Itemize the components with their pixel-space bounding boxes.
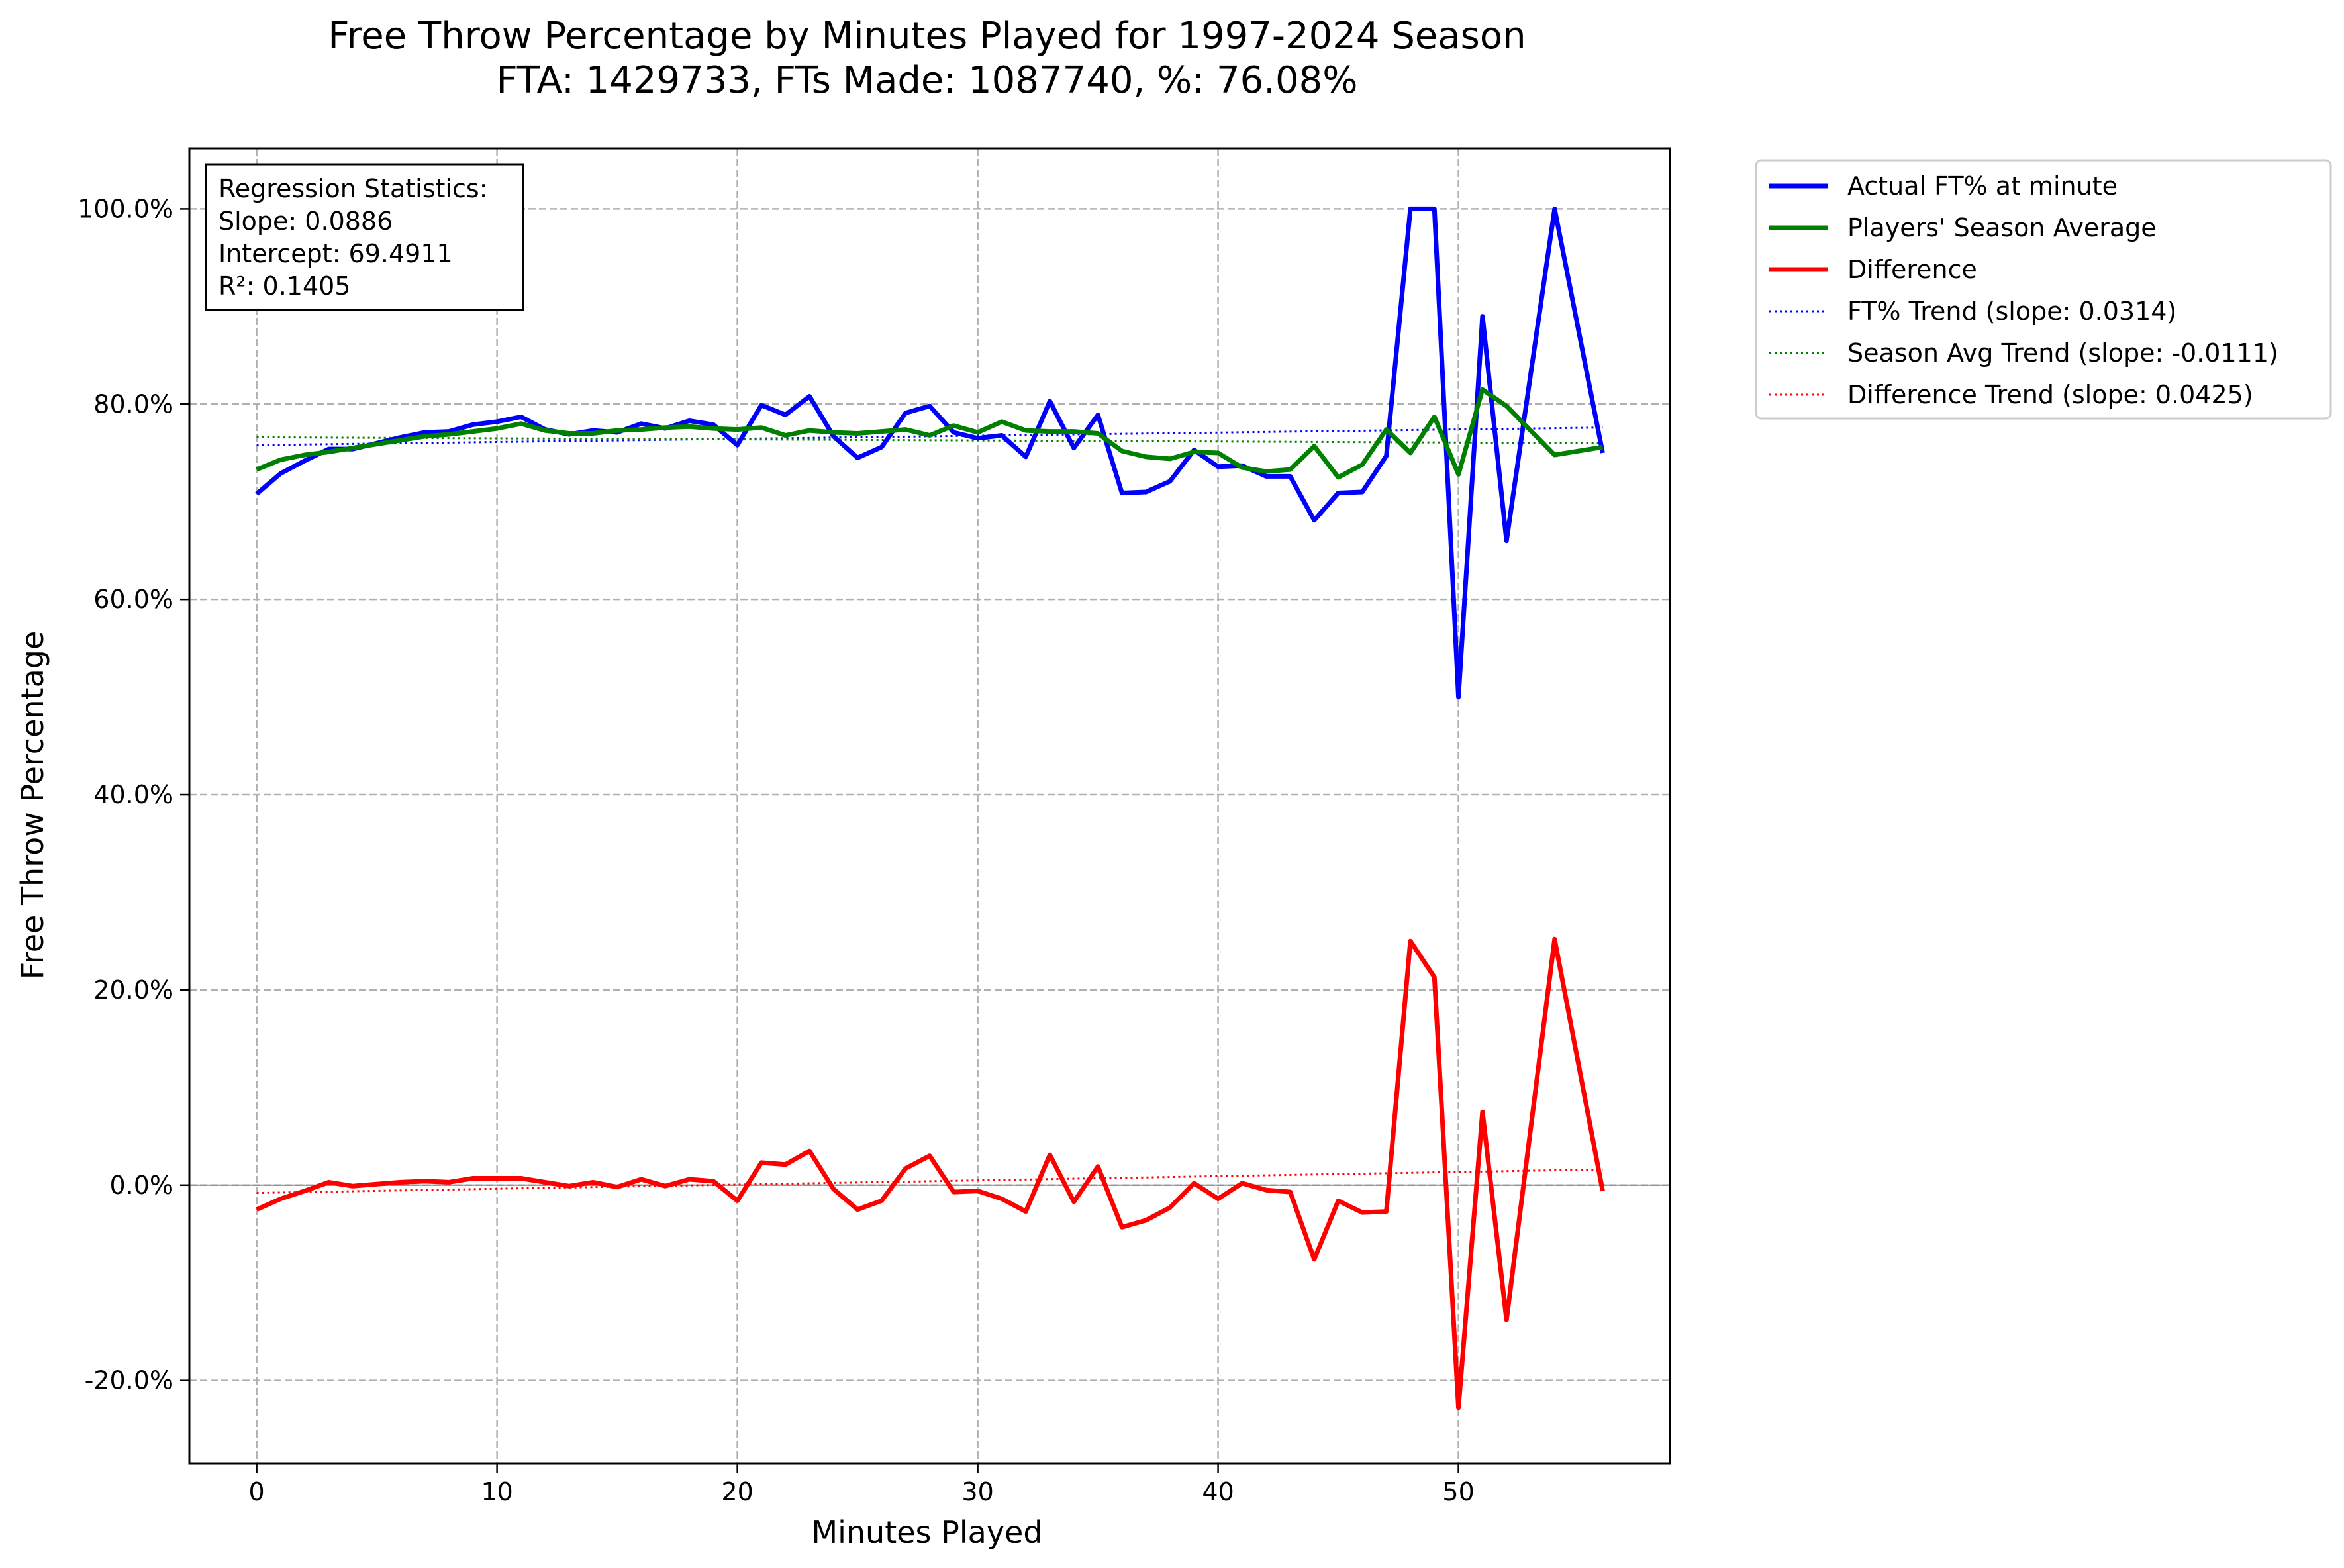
legend-frame <box>1755 159 2332 420</box>
y-tick-label: 20.0% <box>93 975 173 1004</box>
y-tick-label: 60.0% <box>93 585 173 614</box>
plot-frame <box>188 147 1671 1465</box>
x-axis-label: Minutes Played <box>811 1514 1042 1550</box>
legend-label-2: Difference <box>1847 255 1977 284</box>
stats-line-slope: Slope: 0.0886 <box>219 207 393 236</box>
trend-line-5 <box>256 1168 1603 1195</box>
legend-label-4: Season Avg Trend (slope: -0.0111) <box>1847 338 2278 368</box>
legend-label-5: Difference Trend (slope: 0.0425) <box>1847 380 2253 409</box>
series-line-1 <box>256 387 1603 480</box>
trend-line-4 <box>256 436 1603 444</box>
y-tick-label: -20.0% <box>85 1366 173 1395</box>
x-tick-label: 10 <box>481 1477 513 1506</box>
series-line-2 <box>256 936 1605 1410</box>
y-axis-label: Free Throw Percentage <box>15 631 50 980</box>
y-tick-label: 40.0% <box>93 780 173 809</box>
series-lines <box>255 206 1605 1410</box>
chart-subtitle: FTA: 1429733, FTs Made: 1087740, %: 76.0… <box>497 59 1358 102</box>
x-tick-label: 20 <box>721 1477 753 1506</box>
chart-title: Free Throw Percentage by Minutes Played … <box>328 15 1526 58</box>
stats-box-frame <box>205 163 524 311</box>
stats-line-r2: R²: 0.1405 <box>219 271 350 301</box>
y-tick-label: 100.0% <box>77 194 173 223</box>
legend-label-3: FT% Trend (slope: 0.0314) <box>1847 297 2176 326</box>
y-tick-label: 0.0% <box>109 1171 173 1200</box>
y-axis-ticks: -20.0% 0.0% 20.0% 40.0% 60.0% 80.0% 100.0% <box>77 194 189 1395</box>
x-tick-label: 30 <box>961 1477 993 1506</box>
x-tick-label: 0 <box>249 1477 265 1506</box>
series-line-0 <box>255 206 1605 700</box>
regression-stats-box: Regression Statistics: Slope: 0.0886 Int… <box>205 163 524 311</box>
legend-label-0: Actual FT% at minute <box>1847 172 2118 201</box>
x-tick-label: 50 <box>1442 1477 1474 1506</box>
legend: Actual FT% at minute Players' Season Aver… <box>1755 159 2332 420</box>
stats-line-intercept: Intercept: 69.4911 <box>219 239 453 268</box>
x-axis-ticks: 0 10 20 30 40 50 <box>249 1463 1475 1506</box>
x-tick-label: 40 <box>1202 1477 1234 1506</box>
legend-label-1: Players' Season Average <box>1847 213 2157 242</box>
stats-line-title: Regression Statistics: <box>219 174 487 203</box>
y-tick-label: 80.0% <box>93 389 173 418</box>
